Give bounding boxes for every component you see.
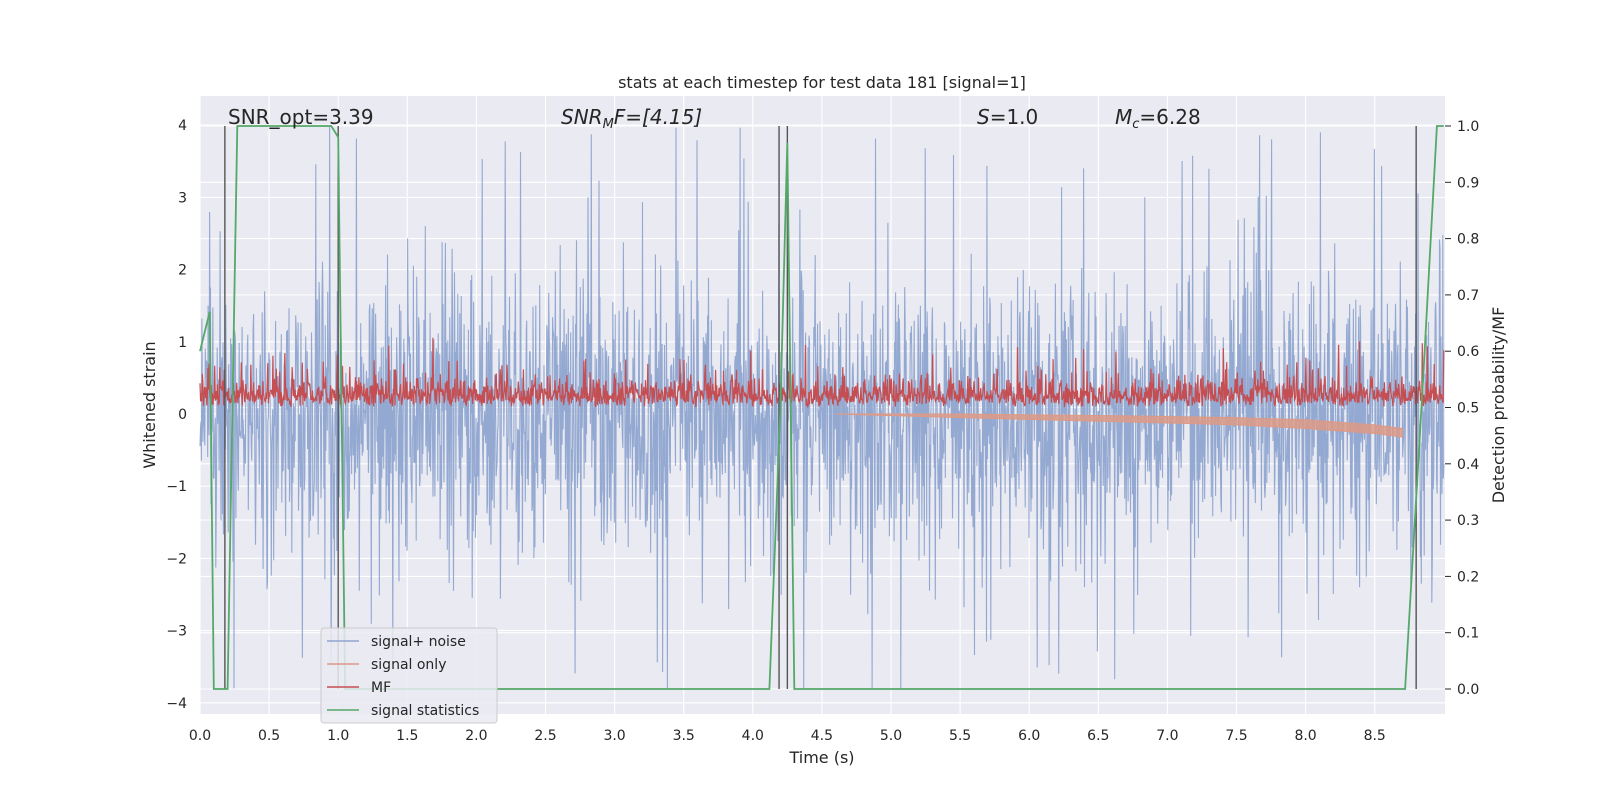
x-tick-label: 4.0 [742, 728, 764, 744]
mf-trace [199, 337, 1445, 409]
x-tick-label: 8.5 [1364, 728, 1386, 744]
x-tick-label: 7.0 [1156, 728, 1178, 744]
series-mf [199, 337, 1445, 409]
x-tick-label: 1.0 [327, 728, 349, 744]
annotation-snr-opt: SNR_opt=3.39 [228, 105, 374, 129]
y2-tick-label: 0.8 [1457, 232, 1479, 248]
y2-tick-label: 0.3 [1457, 513, 1479, 529]
x-tick-label: 5.0 [880, 728, 902, 744]
x-tick-label: 3.0 [603, 728, 625, 744]
y-tick-label: 1 [178, 335, 187, 351]
y-axis-ticks: 4 3 2 1 0 −1 −2 −3 −4 [166, 118, 187, 712]
y2-tick-label: 1.0 [1457, 119, 1479, 135]
x-tick-label: 0.0 [189, 728, 211, 744]
y2-tick-label: 0.6 [1457, 344, 1479, 360]
y2-tick-label: 0.5 [1457, 401, 1479, 417]
legend: signal+ noise signal only MF signal stat… [320, 627, 498, 724]
legend-box [320, 627, 498, 724]
x-tick-label: 5.5 [949, 728, 971, 744]
legend-label-signal-statistics: signal statistics [371, 703, 479, 719]
y-tick-label: −3 [166, 624, 187, 640]
x-tick-label: 0.5 [258, 728, 280, 744]
signal-only-trace [835, 413, 1403, 438]
x-tick-label: 2.0 [465, 728, 487, 744]
x-tick-label: 2.5 [534, 728, 556, 744]
y2-tick-label: 0.1 [1457, 626, 1479, 642]
y2-tick-label: 0.7 [1457, 288, 1479, 304]
y2-tick-label: 0.0 [1457, 682, 1479, 698]
y-axis-label: Whitened strain [140, 341, 159, 468]
x-tick-label: 6.0 [1018, 728, 1040, 744]
series-signal-statistics [199, 125, 1444, 690]
x-tick-label: 4.5 [811, 728, 833, 744]
y2-tick-label: 0.9 [1457, 175, 1479, 191]
x-tick-label: 1.5 [396, 728, 418, 744]
y2-tick-label: 0.2 [1457, 569, 1479, 585]
y-tick-label: −4 [166, 696, 187, 712]
x-tick-label: 7.5 [1225, 728, 1247, 744]
x-tick-label: 8.0 [1294, 728, 1316, 744]
y2-axis-label: Detection probability/MF [1489, 307, 1508, 504]
legend-label-signal-only: signal only [371, 657, 446, 673]
x-tick-label: 3.5 [673, 728, 695, 744]
legend-label-mf: MF [371, 680, 391, 696]
y-tick-label: 4 [178, 118, 187, 134]
y-tick-label: −1 [166, 479, 187, 495]
series-signal-only [835, 413, 1403, 438]
x-axis-ticks: 0.0 0.5 1.0 1.5 2.0 2.5 3.0 3.5 4.0 4.5 5.0 5.5 6.0 6… [189, 728, 1386, 744]
y-tick-label: 2 [178, 263, 187, 279]
y-tick-label: 3 [178, 190, 187, 206]
y2-axis-ticks: 1.0 0.9 0.8 0.7 0.6 0.5 0.4 0.3 0.2 0.1 0.0 [1445, 119, 1479, 698]
y-tick-label: −2 [166, 551, 187, 567]
x-tick-label: 6.5 [1087, 728, 1109, 744]
annotation-s: S=1.0 [977, 105, 1038, 129]
y2-tick-label: 0.4 [1457, 457, 1479, 473]
annotation-mc: Mc=6.28 [1115, 105, 1201, 132]
y-tick-label: 0 [178, 407, 187, 423]
signal-statistics-trace [199, 125, 1444, 690]
legend-label-signal-noise: signal+ noise [371, 634, 466, 650]
vertical-markers [224, 126, 1417, 689]
x-axis-label: Time (s) [788, 748, 854, 767]
chart-title: stats at each timestep for test data 181… [618, 73, 1026, 92]
annotation-snr-mf: SNRMF=[4.15] [561, 105, 702, 132]
